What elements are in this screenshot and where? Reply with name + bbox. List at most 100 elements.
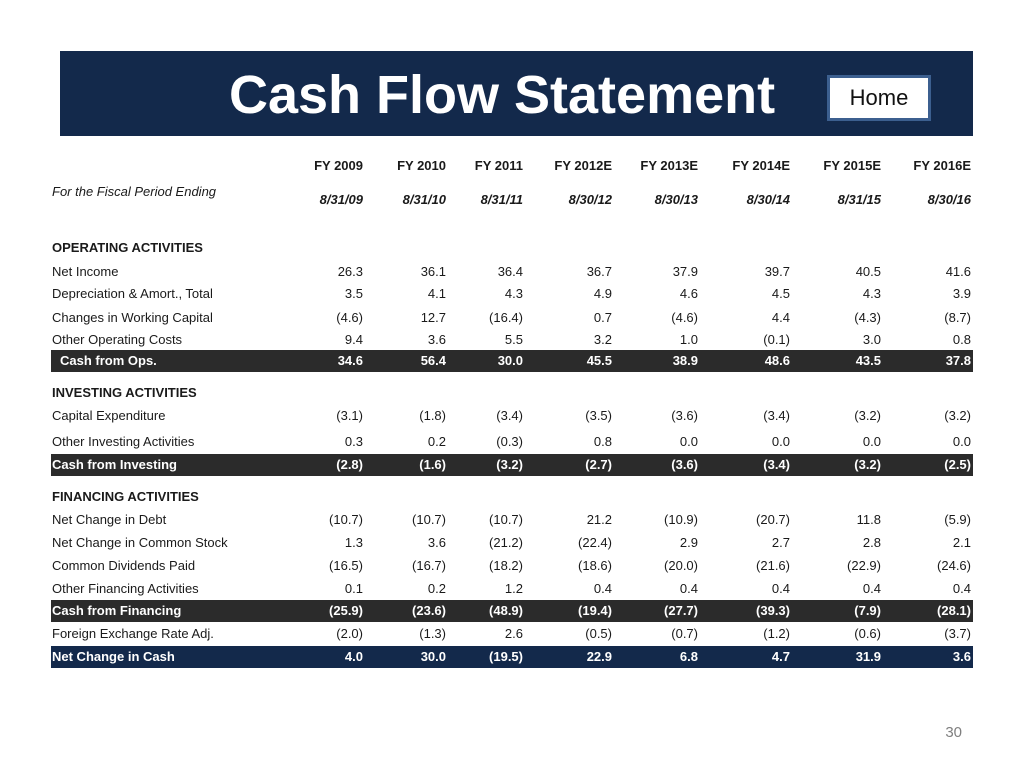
value-cell: (3.5) — [585, 408, 612, 423]
value-cell: 48.6 — [764, 353, 790, 368]
value-cell: 45.5 — [586, 353, 612, 368]
table-row: Other Operating Costs 9.4 3.6 5.5 3.2 1.0 (0.1… — [51, 329, 973, 351]
value-cell: 56.4 — [420, 353, 446, 368]
value-cell: (0.7) — [671, 626, 698, 641]
value-cell: 0.2 — [427, 434, 446, 449]
value-cell: (20.0) — [664, 558, 698, 573]
row-label: Net Change in Common Stock — [52, 535, 228, 550]
value-cell: (20.7) — [756, 512, 790, 527]
value-cell: (4.6) — [336, 310, 363, 325]
value-cell: 3.2 — [593, 332, 612, 347]
value-cell: (28.1) — [937, 603, 971, 618]
value-cell: 36.7 — [586, 264, 612, 279]
table-row: Other Financing Activities 0.1 0.2 1.2 0.4 0.… — [51, 578, 973, 600]
table-row: Net Income 26.3 36.1 36.4 36.7 37.9 39.7 40.5 41… — [51, 261, 973, 283]
section-header-row: OPERATING ACTIVITIES — [51, 237, 973, 259]
value-cell: 4.3 — [504, 286, 523, 301]
value-cell: 37.8 — [945, 353, 971, 368]
value-cell: (39.3) — [756, 603, 790, 618]
value-cell: (3.2) — [854, 408, 881, 423]
value-cell: (16.7) — [412, 558, 446, 573]
value-cell: (8.7) — [944, 310, 971, 325]
value-cell: 2.7 — [771, 535, 790, 550]
value-cell: (16.4) — [489, 310, 523, 325]
value-cell: 3.6 — [427, 332, 446, 347]
value-cell: 1.3 — [344, 535, 363, 550]
value-cell: (18.2) — [489, 558, 523, 573]
row-label: Changes in Working Capital — [52, 310, 213, 325]
value-cell: (10.7) — [412, 512, 446, 527]
row-label: Other Investing Activities — [52, 434, 195, 449]
value-cell: (3.6) — [671, 457, 698, 472]
section-title: FINANCING ACTIVITIES — [52, 489, 199, 504]
value-cell: (1.8) — [419, 408, 446, 423]
value-cell: (7.9) — [854, 603, 881, 618]
value-cell: 0.4 — [771, 581, 790, 596]
value-cell: 30.0 — [497, 353, 523, 368]
table-row: Common Dividends Paid (16.5) (16.7) (18.2) (… — [51, 555, 973, 577]
year-header: FY 2014E — [732, 158, 790, 173]
value-cell: 0.4 — [862, 581, 881, 596]
value-cell: (24.6) — [937, 558, 971, 573]
value-cell: (3.7) — [944, 626, 971, 641]
value-cell: 4.3 — [862, 286, 881, 301]
value-cell: 31.9 — [855, 649, 881, 664]
row-label: Other Operating Costs — [52, 332, 183, 347]
period-date: 8/31/11 — [480, 192, 523, 207]
period-date: 8/30/16 — [927, 192, 971, 207]
home-button[interactable]: Home — [827, 75, 931, 121]
value-cell: 12.7 — [420, 310, 446, 325]
period-date: 8/31/09 — [319, 192, 363, 207]
value-cell: (1.3) — [419, 626, 446, 641]
value-cell: (4.3) — [854, 310, 881, 325]
row-label: Cash from Investing — [52, 457, 177, 472]
value-cell: 5.5 — [504, 332, 523, 347]
value-cell: (3.2) — [854, 457, 881, 472]
value-cell: 22.9 — [586, 649, 612, 664]
table-row: Other Investing Activities 0.3 0.2 (0.3) 0.8… — [51, 431, 973, 453]
value-cell: 4.7 — [771, 649, 790, 664]
year-header: FY 2016E — [913, 158, 971, 173]
period-date: 8/30/13 — [654, 192, 698, 207]
value-cell: (3.4) — [496, 408, 523, 423]
value-cell: 4.1 — [427, 286, 446, 301]
value-cell: 4.6 — [679, 286, 698, 301]
value-cell: (22.9) — [847, 558, 881, 573]
row-label: Net Income — [52, 264, 119, 279]
value-cell: 4.9 — [593, 286, 612, 301]
value-cell: 3.5 — [344, 286, 363, 301]
value-cell: 43.5 — [855, 353, 881, 368]
value-cell: (25.9) — [329, 603, 363, 618]
value-cell: (3.4) — [763, 457, 790, 472]
value-cell: 40.5 — [855, 264, 881, 279]
value-cell: (10.9) — [664, 512, 698, 527]
row-label: Other Financing Activities — [52, 581, 199, 596]
value-cell: (3.2) — [496, 457, 523, 472]
value-cell: (2.8) — [336, 457, 363, 472]
value-cell: 2.9 — [679, 535, 698, 550]
value-cell: 36.1 — [420, 264, 446, 279]
value-cell: (2.5) — [944, 457, 971, 472]
value-cell: 0.8 — [952, 332, 971, 347]
value-cell: 0.0 — [952, 434, 971, 449]
value-cell: 21.2 — [586, 512, 612, 527]
value-cell: (3.2) — [944, 408, 971, 423]
value-cell: 3.9 — [952, 286, 971, 301]
value-cell: (21.6) — [756, 558, 790, 573]
value-cell: 0.4 — [952, 581, 971, 596]
value-cell: (5.9) — [944, 512, 971, 527]
value-cell: 0.8 — [593, 434, 612, 449]
value-cell: (2.0) — [336, 626, 363, 641]
value-cell: (10.7) — [329, 512, 363, 527]
period-date-row: For the Fiscal Period Ending 8/31/09 8/31/… — [51, 184, 973, 211]
section-title: INVESTING ACTIVITIES — [52, 385, 197, 400]
value-cell: (19.4) — [578, 603, 612, 618]
value-cell: 41.6 — [945, 264, 971, 279]
value-cell: 30.0 — [420, 649, 446, 664]
row-label: Common Dividends Paid — [52, 558, 196, 573]
section-header-row: FINANCING ACTIVITIES — [51, 486, 973, 508]
subtotal-row: Cash from Ops. 34.6 56.4 30.0 45.5 38.9 48.6 43… — [51, 350, 973, 372]
value-cell: 1.2 — [504, 581, 523, 596]
value-cell: 0.0 — [679, 434, 698, 449]
value-cell: 4.4 — [771, 310, 790, 325]
